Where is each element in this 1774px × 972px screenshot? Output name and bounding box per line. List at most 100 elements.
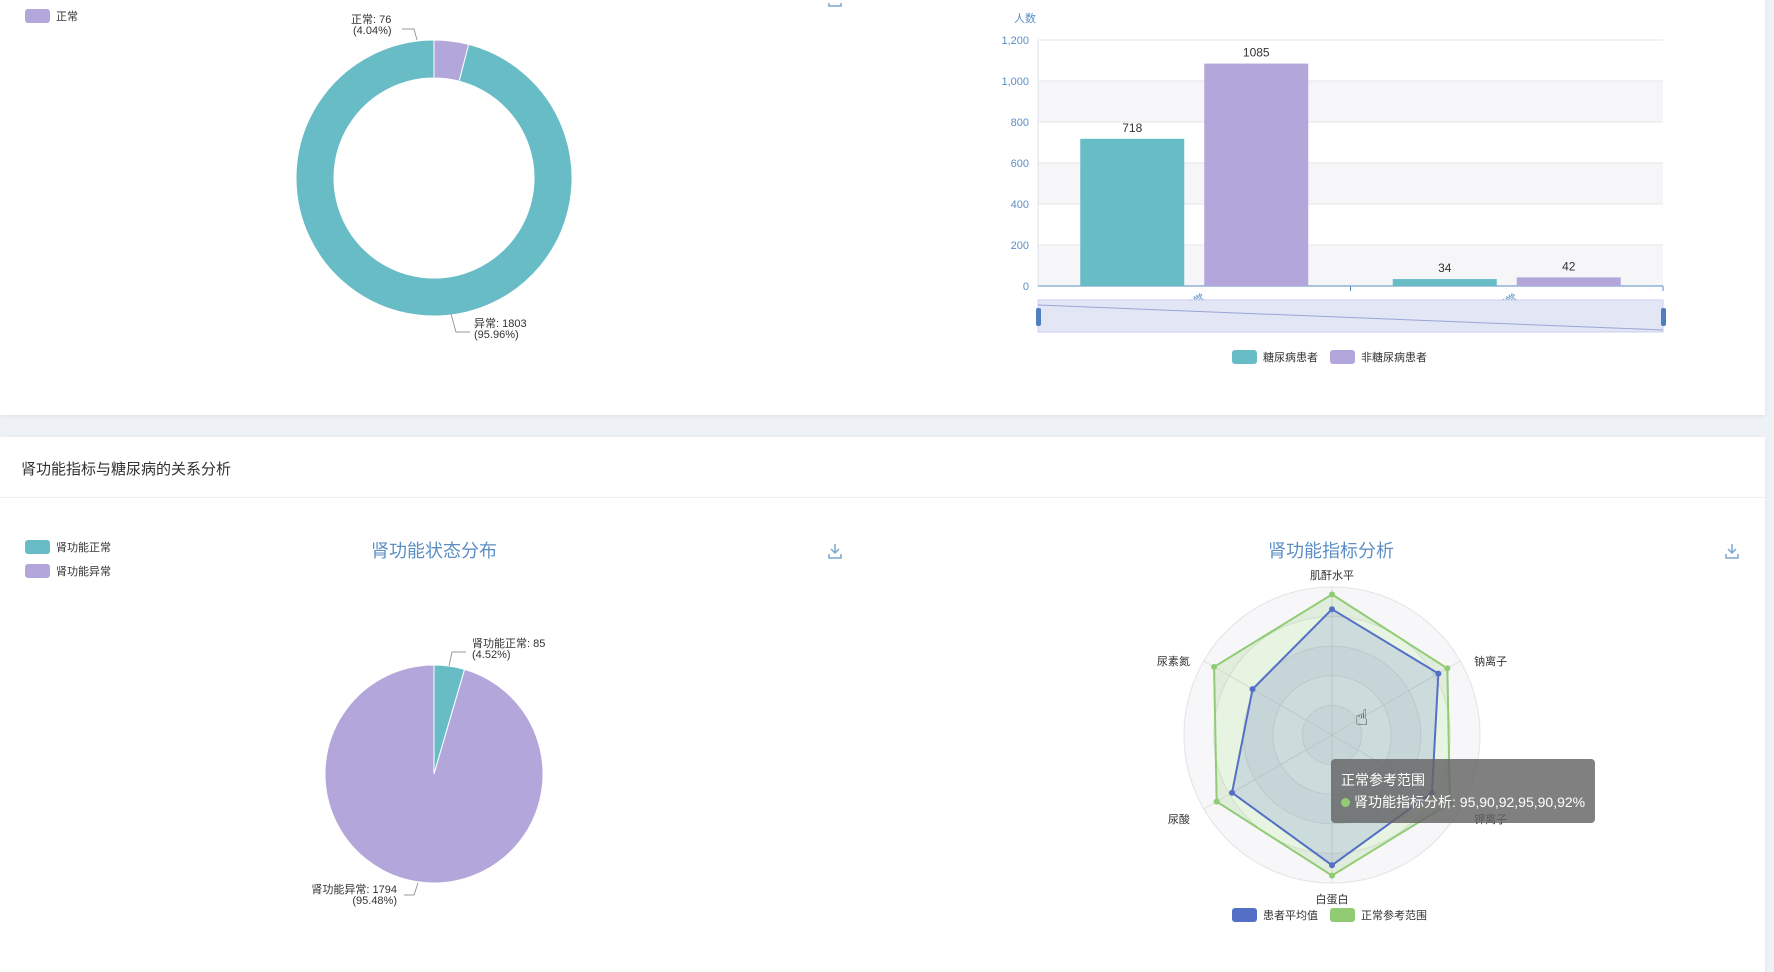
- radar-axis-line: [1203, 734, 1333, 810]
- radar-point: [1435, 670, 1442, 677]
- bar-value-label: 1085: [1243, 46, 1270, 60]
- legend-swatch: [25, 564, 50, 578]
- y-tick-label: 1,200: [1001, 35, 1029, 47]
- donut-legend: 正常: [25, 4, 78, 28]
- bar-value-label: 718: [1122, 121, 1142, 135]
- distribution-card: 正常 正常: 76 (4.04%) 异常: 1803 (95.96%) 人数 0 200 4…: [0, 0, 1765, 415]
- donut-slice: [295, 39, 573, 317]
- legend-item-kidney-abnormal[interactable]: 肾功能异常: [25, 559, 111, 583]
- radar-indicator-label: 肌酐水平: [1310, 569, 1354, 582]
- label-leader-line: [448, 651, 466, 667]
- legend-label: 患者平均值: [1263, 910, 1318, 922]
- radar-point: [1329, 872, 1335, 879]
- pie-chart: 肾功能正常: 85(4.52%) 肾功能异常: 1794(95.48%): [311, 636, 545, 907]
- y-tick-label: 1,000: [1001, 76, 1029, 88]
- legend-item-patient-avg[interactable]: 患者平均值: [1232, 903, 1318, 927]
- y-tick-label: 800: [1011, 117, 1029, 129]
- y-tick-label: 0: [1023, 281, 1029, 293]
- radar-point: [1229, 789, 1236, 796]
- radar-tooltip: 正常参考范围 肾功能指标分析: 95,90,92,95,90,92%: [1331, 759, 1596, 823]
- radar-chart: 肌酐水平钠离子钾离子白蛋白尿酸尿素氮: [1157, 569, 1507, 906]
- zoom-slider-preview: [1037, 304, 1664, 331]
- radar-indicator-label: 尿素氮: [1157, 654, 1190, 668]
- radar-legend: 患者平均值 正常参考范围: [1232, 903, 1439, 927]
- download-icon[interactable]: [1723, 542, 1741, 560]
- bar: [1204, 63, 1309, 287]
- bar-value-label: 34: [1438, 261, 1452, 275]
- radar-point: [1211, 663, 1218, 670]
- radar-point: [1329, 606, 1335, 613]
- download-icon-glyph: [828, 3, 842, 7]
- tooltip-value: 肾功能指标分析: 95,90,92,95,90,92%: [1354, 794, 1586, 810]
- legend-swatch: [1330, 350, 1355, 364]
- bar: [1392, 279, 1497, 286]
- pie-chart-title: 肾功能状态分布: [371, 541, 497, 561]
- section-header: 肾功能指标与糖尿病的关系分析: [0, 437, 1765, 498]
- bar-value-label: 42: [1562, 259, 1576, 273]
- slice-label: (4.04%): [353, 25, 392, 37]
- legend-swatch: [1232, 350, 1257, 364]
- label-leader-line: [402, 28, 418, 41]
- download-icon-glyph: [1725, 544, 1739, 559]
- slice-label: 正常: 76: [351, 13, 391, 26]
- tooltip-marker: [1341, 798, 1350, 807]
- legend-swatch: [25, 540, 50, 554]
- legend-swatch: [1330, 908, 1355, 922]
- radar-indicator-label: 钠离子: [1474, 654, 1507, 668]
- slice-label: 异常: 1803: [474, 317, 527, 330]
- radar-chart-title: 肾功能指标分析: [1268, 541, 1394, 561]
- label-leader-line: [450, 313, 470, 333]
- slice-label: (95.96%): [474, 329, 519, 341]
- legend-item-non-diabetic[interactable]: 非糖尿病患者: [1330, 345, 1427, 369]
- legend-item-diabetic[interactable]: 糖尿病患者: [1232, 345, 1318, 369]
- legend-item-normal[interactable]: 正常: [25, 4, 78, 28]
- grid-band: [1038, 40, 1663, 81]
- pie-slice: [324, 664, 544, 884]
- y-tick-label: 200: [1011, 240, 1029, 252]
- legend-label: 肾功能异常: [56, 566, 111, 578]
- radar-indicator-label: 白蛋白: [1316, 892, 1349, 906]
- slice-label: (95.48%): [352, 895, 397, 907]
- kidney-analysis-card: 肾功能指标与糖尿病的关系分析 肾功能正常 肾功能异常 肾功能状态分布 肾功能正常…: [0, 437, 1765, 972]
- legend-swatch: [1232, 908, 1257, 922]
- radar-point: [1213, 798, 1220, 805]
- grid-band: [1038, 81, 1663, 122]
- download-icon[interactable]: [826, 0, 844, 9]
- pointer-cursor-icon: ☝: [1355, 705, 1369, 730]
- legend-label: 非糖尿病患者: [1361, 352, 1427, 364]
- radar-point: [1329, 862, 1335, 869]
- legend-label: 肾功能正常: [56, 542, 111, 554]
- zoom-handle-right: [1661, 308, 1666, 326]
- radar-point: [1249, 686, 1256, 693]
- bar: [1080, 138, 1185, 286]
- slice-label: (4.52%): [472, 649, 511, 661]
- y-tick-label: 400: [1011, 199, 1029, 211]
- legend-label: 正常: [56, 11, 78, 23]
- legend-item-reference[interactable]: 正常参考范围: [1330, 903, 1427, 927]
- download-icon[interactable]: [826, 542, 844, 560]
- slice-label: 肾功能异常: 1794: [311, 882, 397, 896]
- radar-point: [1444, 665, 1451, 672]
- bar-legend: 糖尿病患者 非糖尿病患者: [1232, 345, 1439, 369]
- zoom-handle-left: [1036, 308, 1041, 326]
- y-axis-unit: 人数: [1014, 12, 1036, 25]
- radar-axis-line: [1203, 660, 1333, 736]
- download-icon-glyph: [828, 544, 842, 559]
- zoom-slider-track: [1037, 299, 1664, 333]
- tooltip-row: 肾功能指标分析: 95,90,92,95,90,92%: [1341, 791, 1585, 813]
- radar-point: [1329, 591, 1335, 598]
- legend-label: 糖尿病患者: [1263, 352, 1318, 364]
- legend-item-kidney-normal[interactable]: 肾功能正常: [25, 535, 111, 559]
- slice-label: 肾功能正常: 85: [472, 636, 545, 650]
- legend-label: 正常参考范围: [1361, 910, 1427, 922]
- pie-legend: 肾功能正常 肾功能异常: [25, 535, 111, 583]
- bar: [1516, 277, 1621, 286]
- radar-indicator-label: 尿酸: [1168, 812, 1190, 826]
- donut-chart: 正常: 76(4.04%) 异常: 1803(95.96%): [295, 13, 573, 341]
- legend-swatch: [25, 9, 50, 23]
- label-leader-line: [404, 882, 419, 896]
- tooltip-title: 正常参考范围: [1341, 772, 1425, 788]
- section-title: 肾功能指标与糖尿病的关系分析: [21, 461, 232, 478]
- y-tick-label: 600: [1011, 158, 1029, 170]
